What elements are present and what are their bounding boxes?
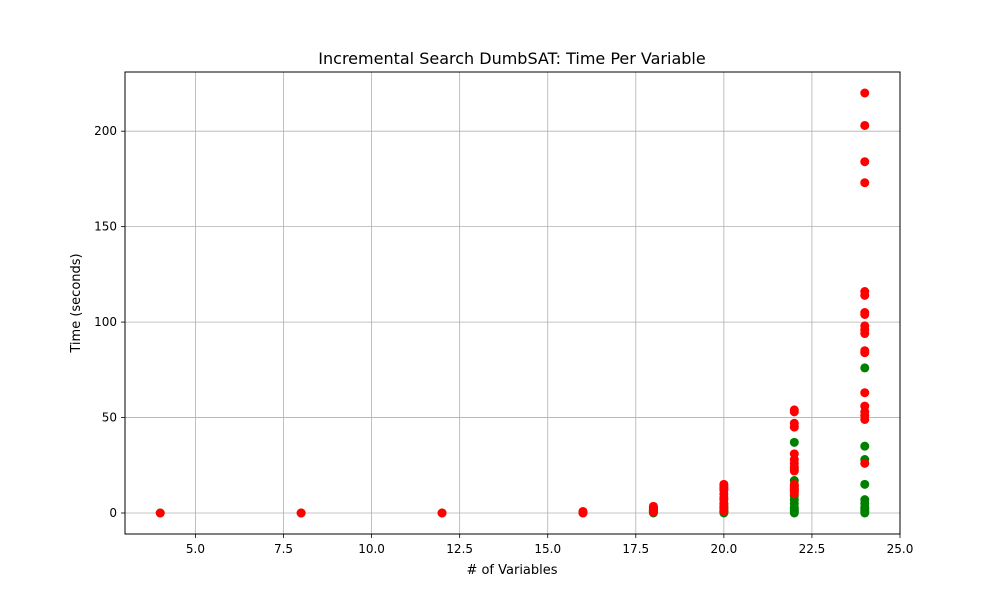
x-tick-label: 5.0 xyxy=(186,542,205,556)
x-tick-label: 15.0 xyxy=(534,542,561,556)
y-tick-label: 100 xyxy=(94,315,117,329)
data-point xyxy=(860,88,870,98)
data-point xyxy=(648,501,658,511)
data-point xyxy=(296,508,306,518)
x-axis-label: # of Variables xyxy=(466,563,557,578)
data-point xyxy=(860,308,870,318)
data-point xyxy=(860,479,870,489)
y-axis-label: Time (seconds) xyxy=(69,253,84,353)
y-tick-label: 150 xyxy=(94,220,117,234)
data-point xyxy=(860,287,870,297)
y-axis-ticks: 0 50 100 150 200 xyxy=(94,124,125,520)
grid-lines xyxy=(125,72,901,534)
data-point xyxy=(860,441,870,451)
data-point xyxy=(860,120,870,130)
x-tick-label: 10.0 xyxy=(358,542,385,556)
data-point xyxy=(860,346,870,356)
data-point xyxy=(860,401,870,411)
y-tick-label: 200 xyxy=(94,124,117,138)
data-point xyxy=(860,495,870,505)
data-point xyxy=(578,506,588,516)
data-point xyxy=(789,449,799,459)
plot-frame xyxy=(124,71,901,535)
data-point xyxy=(860,388,870,398)
x-tick-label: 7.5 xyxy=(274,542,293,556)
data-point xyxy=(719,479,729,489)
data-point xyxy=(155,508,165,518)
x-tick-label: 17.5 xyxy=(622,542,649,556)
data-point xyxy=(789,405,799,415)
data-point xyxy=(789,418,799,428)
y-tick-label: 50 xyxy=(102,411,117,425)
data-points xyxy=(155,88,870,518)
data-point xyxy=(860,363,870,373)
x-tick-label: 25.0 xyxy=(887,542,914,556)
x-axis-ticks: 5.0 7.5 10.0 12.5 15.0 17.5 20.0 22.5 25.0 xyxy=(186,534,913,556)
chart-title: Incremental Search DumbSAT: Time Per Var… xyxy=(318,49,705,68)
x-tick-label: 22.5 xyxy=(799,542,826,556)
data-point xyxy=(789,479,799,489)
data-point xyxy=(860,178,870,188)
data-point xyxy=(860,458,870,468)
data-point xyxy=(860,157,870,167)
data-point xyxy=(860,321,870,331)
x-tick-label: 20.0 xyxy=(711,542,738,556)
x-tick-label: 12.5 xyxy=(446,542,473,556)
y-tick-label: 0 xyxy=(109,506,117,520)
data-point xyxy=(437,508,447,518)
data-point xyxy=(789,437,799,447)
